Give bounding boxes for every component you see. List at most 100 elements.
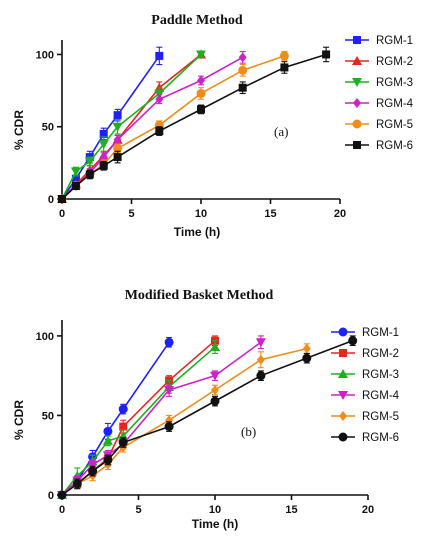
data-point xyxy=(58,195,66,203)
legend-item: RGM-5 xyxy=(331,411,399,423)
data-point xyxy=(238,52,247,63)
y-tick-label: 100 xyxy=(36,331,54,343)
legend-marker xyxy=(352,78,362,87)
legend-label: RGM-5 xyxy=(376,119,413,131)
panel-label: (b) xyxy=(241,424,256,439)
x-tick-label: 15 xyxy=(264,208,276,220)
x-axis-label: Time (h) xyxy=(192,517,238,531)
series-layer xyxy=(57,335,358,500)
legend-item: RGM-2 xyxy=(331,348,399,360)
legend-label: RGM-2 xyxy=(362,348,399,360)
y-tick-label: 50 xyxy=(42,410,54,422)
series-line xyxy=(61,53,327,200)
data-point xyxy=(103,426,113,436)
legend-label: RGM-1 xyxy=(362,327,399,339)
data-point xyxy=(302,353,312,363)
data-point xyxy=(155,51,164,60)
data-point xyxy=(118,438,128,447)
legend: RGM-1 RGM-2 RGM-3 RGM-4 RGM-5 RGM-6 xyxy=(345,35,414,152)
data-point xyxy=(103,455,113,465)
data-point xyxy=(256,354,265,365)
data-point xyxy=(238,83,247,92)
data-point xyxy=(255,338,266,348)
data-point xyxy=(322,50,331,59)
legend-marker xyxy=(353,141,361,149)
data-point xyxy=(155,127,164,136)
chart-modified-basket-method: Modified Basket Method % CDR Time (h) (b… xyxy=(12,288,400,531)
legend-marker xyxy=(352,56,362,65)
legend-label: RGM-6 xyxy=(362,432,399,444)
chart-title: Modified Basket Method xyxy=(125,288,274,303)
legend: RGM-1 RGM-2 RGM-3 RGM-4 RGM-5 RGM-6 xyxy=(331,327,400,444)
x-tick-label: 20 xyxy=(334,208,346,220)
data-point xyxy=(211,385,219,395)
axes: 0 5 10 15 20 0 50 100 xyxy=(36,320,374,516)
data-point xyxy=(210,342,220,352)
legend-item: RGM-1 xyxy=(331,327,399,339)
data-point xyxy=(85,170,94,179)
legend-item: RGM-4 xyxy=(331,390,400,402)
legend-label: RGM-6 xyxy=(376,140,413,152)
data-point xyxy=(256,371,266,381)
series-rgm-1 xyxy=(58,46,164,203)
data-point xyxy=(70,167,81,177)
legend-label: RGM-2 xyxy=(376,56,413,68)
legend-label: RGM-1 xyxy=(376,35,413,47)
legend-label: RGM-5 xyxy=(362,411,399,423)
legend-item: RGM-1 xyxy=(345,35,413,47)
x-tick-label: 10 xyxy=(209,504,221,516)
data-point xyxy=(210,396,220,406)
data-point xyxy=(348,336,358,346)
series-line xyxy=(61,347,307,496)
legend-item: RGM-2 xyxy=(345,56,413,68)
data-point xyxy=(102,435,113,445)
legend-marker xyxy=(339,349,347,357)
data-point xyxy=(71,174,80,183)
legend-item: RGM-4 xyxy=(345,98,414,110)
legend-item: RGM-6 xyxy=(345,140,413,152)
data-point xyxy=(113,153,122,162)
data-point xyxy=(164,386,175,395)
data-point xyxy=(154,89,165,99)
data-point xyxy=(196,50,206,60)
data-point xyxy=(113,111,122,120)
legend-label: RGM-3 xyxy=(362,369,399,381)
legend-marker xyxy=(338,391,348,400)
data-point xyxy=(196,88,206,98)
legend-marker xyxy=(338,327,348,337)
legend-item: RGM-3 xyxy=(331,369,399,381)
data-point xyxy=(87,460,98,470)
series-rgm-3 xyxy=(57,50,206,204)
data-point xyxy=(84,157,95,167)
y-tick-label: 100 xyxy=(36,49,54,61)
series-layer xyxy=(57,46,331,204)
legend-marker xyxy=(339,411,347,421)
legend-label: RGM-3 xyxy=(376,77,413,89)
data-point xyxy=(155,94,164,105)
data-point xyxy=(99,129,108,138)
series-line xyxy=(61,341,170,496)
chart-title: Paddle Method xyxy=(151,13,243,28)
legend-label: RGM-4 xyxy=(362,390,400,402)
legend-marker xyxy=(338,369,348,378)
data-point xyxy=(113,143,123,153)
data-point xyxy=(279,51,289,61)
data-point xyxy=(57,490,67,500)
data-point xyxy=(238,65,248,75)
x-tick-label: 0 xyxy=(59,208,65,220)
series-line xyxy=(61,339,353,496)
data-point xyxy=(164,422,174,432)
panel-label: (a) xyxy=(274,124,288,139)
x-tick-label: 20 xyxy=(362,504,374,516)
data-point xyxy=(98,140,109,150)
data-point xyxy=(119,422,128,431)
data-point xyxy=(197,75,205,86)
data-point xyxy=(88,466,98,476)
data-point xyxy=(280,63,289,72)
x-tick-label: 10 xyxy=(195,208,207,220)
legend-item: RGM-6 xyxy=(331,432,399,444)
y-tick-label: 50 xyxy=(42,122,54,134)
series-rgm-1 xyxy=(57,336,174,500)
data-point xyxy=(210,371,220,381)
